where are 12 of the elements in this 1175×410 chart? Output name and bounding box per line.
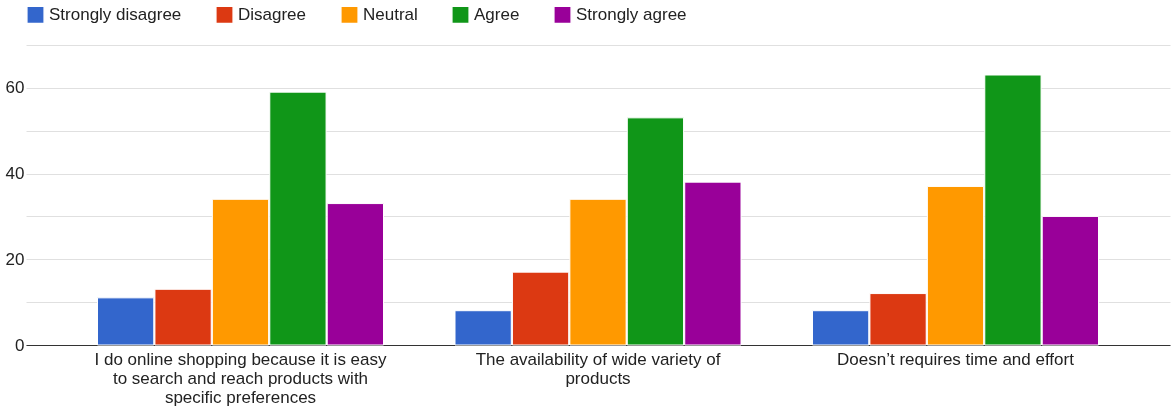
legend-label: Neutral (363, 4, 418, 24)
legend-label: Strongly disagree (49, 4, 182, 24)
x-tick-label: The availability of wide variety of products (475, 349, 721, 388)
y-tick-label: 60 (5, 78, 25, 98)
y-tick-label: 20 (5, 249, 25, 269)
legend-label: Agree (474, 4, 520, 24)
x-tick-label: Doesn’t requires time and effort (837, 349, 1075, 369)
legend-label: Disagree (238, 4, 307, 24)
y-tick-label: 40 (5, 164, 25, 184)
y-tick-label: 0 (15, 335, 25, 355)
x-tick-label: I do online shopping because it is easy to search and reach products with specific preferences (94, 349, 388, 407)
legend-label: Strongly agree (576, 4, 687, 24)
